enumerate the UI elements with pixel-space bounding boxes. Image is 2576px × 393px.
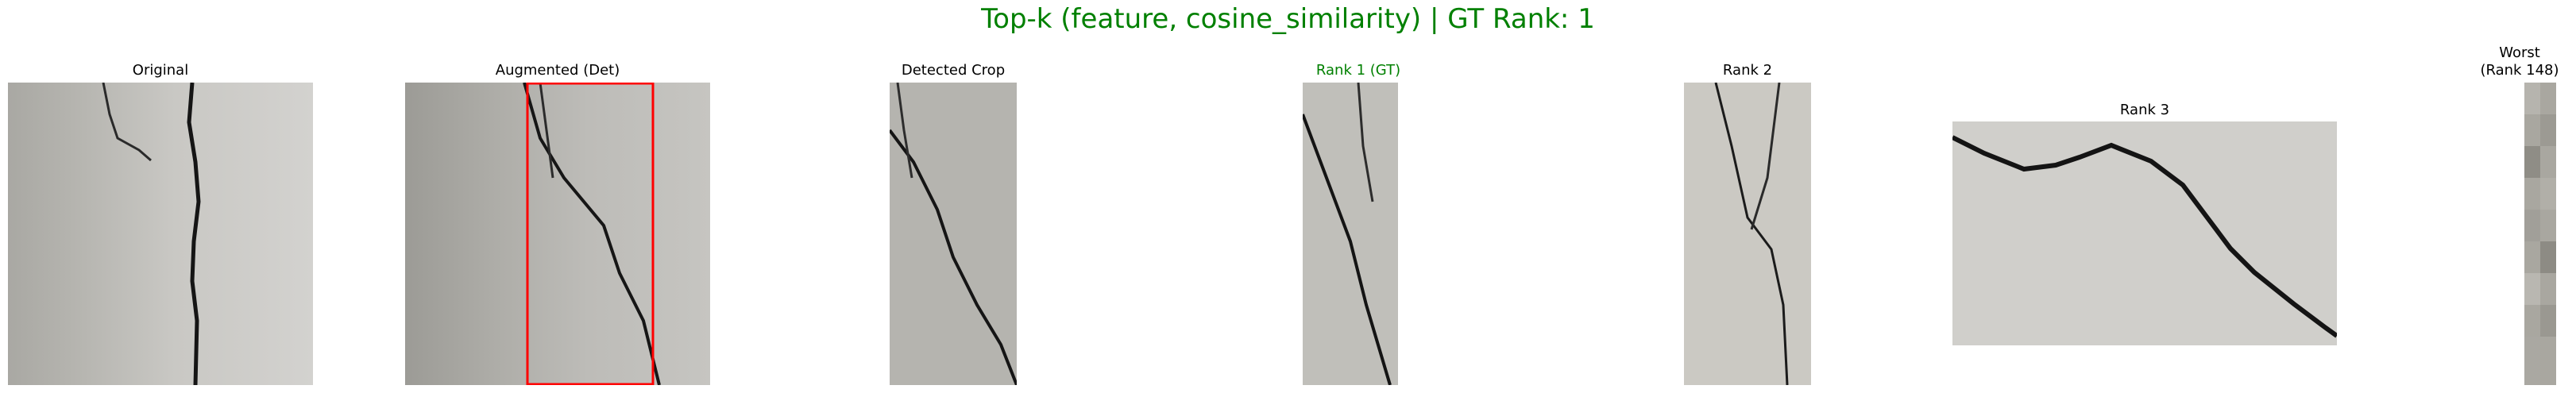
original-image [8,83,313,385]
panel-title-rank1-gt: Rank 1 (GT) [1315,62,1401,79]
detected-crop-image [890,83,1017,385]
rank1-image [1303,83,1398,385]
rank2-image [1684,83,1811,385]
panel-title-rank2: Rank 2 [1722,62,1773,79]
panel-title-original: Original [132,62,189,79]
panel-title-worst: Worst (Rank 148) [2480,44,2559,79]
figure-title: Top-k (feature, cosine_similarity) | GT … [981,3,1595,35]
detection-box [526,83,655,385]
panel-title-augmented: Augmented (Det) [495,62,620,79]
worst-image [2524,83,2556,385]
rank3-image [1952,121,2337,345]
panel-title-crop: Detected Crop [901,62,1006,79]
augmented-image [405,83,710,385]
panel-title-rank3: Rank 3 [2119,102,2170,118]
